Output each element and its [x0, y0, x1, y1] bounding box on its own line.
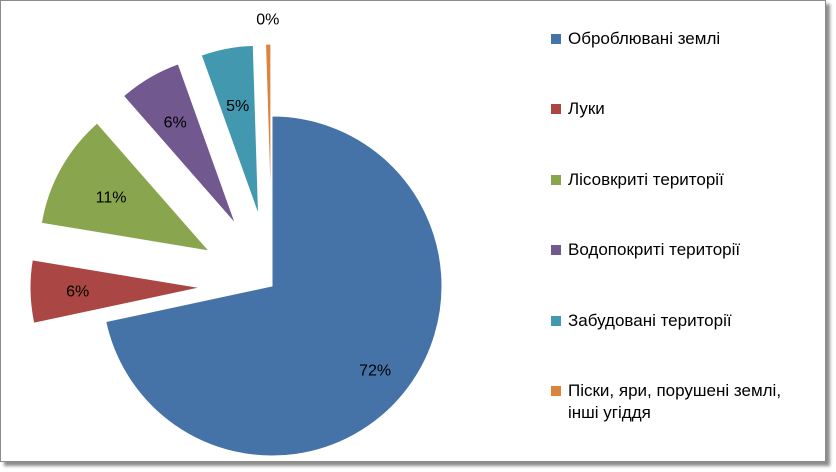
slice-data-label: 5% — [226, 98, 249, 115]
slice-data-label: 11% — [96, 189, 127, 206]
pie-slice-2 — [29, 259, 201, 324]
legend-swatch — [551, 175, 561, 185]
legend-item-built-up: Забудовані території — [551, 310, 816, 332]
pie-slice-1 — [105, 115, 443, 457]
legend-swatch — [551, 245, 561, 255]
slice-data-label: 0% — [256, 12, 279, 29]
legend-item-water: Водопокриті території — [551, 239, 816, 261]
slice-data-label: 6% — [66, 284, 89, 301]
legend-swatch — [551, 104, 561, 114]
slice-data-label: 72% — [359, 362, 391, 379]
legend-label: Оброблювані землі — [568, 29, 721, 48]
legend-item-cultivated-land: Оброблювані землі — [551, 28, 816, 50]
legend-item-forest: Лісовкриті території — [551, 169, 816, 191]
pie-slice-6 — [265, 43, 272, 215]
pie-slice-3 — [40, 122, 211, 252]
legend-label: Водопокриті території — [568, 240, 741, 259]
legend-label: Піски, яри, порушені землі, інші угіддя — [568, 381, 782, 422]
slice-data-label: 6% — [164, 114, 187, 131]
pie-slice-5 — [200, 44, 260, 216]
legend-label: Луки — [568, 99, 605, 118]
legend-label: Лісовкриті території — [568, 170, 724, 189]
legend-swatch — [551, 316, 561, 326]
pie-slice-4 — [122, 63, 236, 225]
legend-label: Забудовані території — [568, 311, 732, 330]
legend-swatch — [551, 386, 561, 396]
legend-item-other-land: Піски, яри, порушені землі, інші угіддя — [551, 380, 816, 424]
legend-swatch — [551, 34, 561, 44]
legend-item-meadows: Луки — [551, 98, 816, 120]
